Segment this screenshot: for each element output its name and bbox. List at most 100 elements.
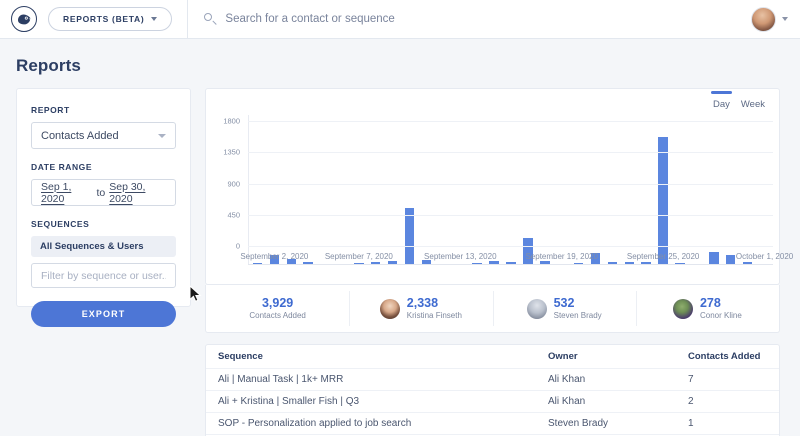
chart-bar[interactable] [506, 262, 516, 264]
export-button[interactable]: EXPORT [31, 301, 176, 327]
y-axis-line [248, 115, 249, 265]
table-row[interactable]: Ali + Kristina | Smaller Fish | Q3 Ali Kh… [206, 391, 779, 413]
cell-owner: Ali Khan [548, 374, 586, 385]
user-avatar[interactable] [751, 6, 776, 32]
chart-bar[interactable] [387, 260, 398, 264]
cell-owner: Ali Khan [548, 396, 586, 407]
chart-bar[interactable] [540, 261, 550, 264]
chart-bars [249, 115, 773, 264]
chart-bar[interactable] [252, 262, 263, 264]
column-header-sequence: Sequence [218, 351, 263, 362]
date-range-label: DATE RANGE [31, 162, 93, 172]
report-filters-panel: REPORT Contacts Added DATE RANGE Sep 1, … [16, 88, 191, 327]
chart-bar[interactable] [303, 262, 313, 264]
x-axis-tick-label: September 19, 2020 [525, 252, 598, 261]
table-header-row: Sequence Owner Contacts Added [206, 345, 779, 369]
chart-bar[interactable] [726, 254, 736, 264]
stat-value: 278 [699, 295, 721, 310]
chart-bar[interactable] [675, 262, 685, 264]
conor-avatar [672, 298, 693, 319]
search-input[interactable] [225, 13, 576, 25]
cell-contacts-added: 2 [688, 396, 694, 407]
date-range-separator: to [96, 186, 106, 199]
chart-bar[interactable] [269, 254, 280, 264]
reports-beta-label: REPORTS (BETA) [63, 14, 145, 24]
granularity-tabs: Day Week [710, 91, 765, 110]
chart-bar[interactable] [286, 259, 296, 264]
chart-bar[interactable] [421, 260, 432, 264]
app-logo[interactable] [0, 6, 48, 32]
y-gridline [248, 246, 773, 247]
sequence-filter-wrap[interactable] [31, 263, 176, 288]
cell-sequence: Ali | Manual Task | 1k+ MRR [218, 374, 344, 385]
reports-beta-dropdown[interactable]: REPORTS (BETA) [48, 7, 173, 31]
chart-card: Day Week 0 450 900 1350 1800 September 2, 202… [205, 88, 793, 285]
y-gridline [248, 152, 773, 154]
chart-bar[interactable] [641, 261, 651, 264]
stat-caption: Conor Kline [699, 311, 742, 321]
chart-bar[interactable] [573, 262, 584, 264]
chart-bar[interactable] [489, 261, 499, 264]
chart-bar[interactable] [371, 262, 381, 264]
cell-owner: Steven Brady [548, 418, 609, 429]
stat-item: 2,338 Kristina Finseth [349, 285, 492, 332]
contacts-added-bar-chart: 0 450 900 1350 1800 September 2, 2020 Septembe… [206, 115, 793, 265]
chart-bar[interactable] [590, 252, 601, 264]
x-axis-tick-label: September 25, 2020 [626, 252, 700, 261]
chart-bar[interactable] [354, 262, 364, 264]
cell-sequence: SOP - Personalization applied to job sea… [218, 418, 412, 429]
global-search[interactable] [188, 13, 751, 25]
stat-value: 532 [553, 295, 575, 310]
column-header-contacts-added: Contacts Added [688, 351, 761, 362]
chart-bar[interactable] [523, 238, 533, 264]
stat-caption: Steven Brady [553, 311, 602, 321]
tab-week[interactable]: Week [740, 99, 765, 110]
chart-bar[interactable] [742, 262, 753, 264]
y-axis-tick-label: 1350 [223, 147, 240, 157]
date-range-start[interactable]: Sep 1, 2020 [41, 180, 72, 205]
cell-sequence: Ali + Kristina | Smaller Fish | Q3 [218, 396, 360, 407]
y-axis-tick-label: 900 [227, 179, 240, 188]
column-header-owner: Owner [548, 351, 578, 362]
chart-bar[interactable] [404, 207, 415, 264]
sequence-filter-input[interactable] [41, 269, 166, 282]
chart-bar[interactable] [472, 262, 482, 264]
chevron-down-icon [158, 133, 166, 138]
chevron-down-icon [151, 17, 158, 21]
table-row[interactable]: Ali | Manual Task | 1k+ MRR Ali Khan 7 [206, 369, 779, 391]
account-menu[interactable] [751, 6, 800, 32]
date-range-end[interactable]: Sep 30, 2020 [109, 180, 146, 205]
report-type-select[interactable]: Contacts Added [31, 122, 176, 149]
report-field-label: REPORT [31, 105, 70, 115]
page-title: Reports [16, 56, 81, 75]
bird-logo-icon [11, 6, 37, 32]
x-axis-tick-label: September 2, 2020 [240, 252, 309, 261]
topbar-divider [187, 0, 189, 39]
chevron-down-icon[interactable] [782, 17, 788, 21]
chart-bar[interactable] [658, 136, 668, 264]
cell-contacts-added: 7 [688, 374, 694, 385]
y-gridline [248, 183, 773, 185]
date-range-picker[interactable]: Sep 1, 2020 to Sep 30, 2020 [31, 179, 176, 206]
report-type-value: Contacts Added [41, 129, 119, 142]
kristina-avatar [379, 298, 400, 319]
y-gridline [248, 121, 773, 122]
stat-value: 2,338 [406, 295, 439, 310]
summary-stats: 3,929 Contacts Added 2,338 Kristina Finseth… [205, 285, 780, 333]
table-row[interactable]: SOP - Personalization applied to job sea… [206, 413, 779, 435]
chart-bar[interactable] [709, 251, 719, 264]
chart-bar[interactable] [607, 262, 618, 264]
search-icon [204, 13, 217, 25]
x-axis-tick-label: October 1, 2020 [735, 252, 794, 261]
sequences-label: SEQUENCES [31, 219, 90, 229]
stat-item: 532 Steven Brady [492, 285, 636, 332]
chart-bar[interactable] [624, 261, 635, 264]
stat-value: 3,929 [261, 295, 294, 310]
sequences-selected-chip[interactable]: All Sequences & Users [31, 236, 176, 257]
stat-caption: Contacts Added [249, 311, 306, 321]
y-gridline [248, 214, 773, 216]
top-navigation-bar: REPORTS (BETA) [0, 0, 800, 39]
tab-day[interactable]: Day [710, 91, 732, 110]
mouse-cursor [189, 285, 202, 302]
